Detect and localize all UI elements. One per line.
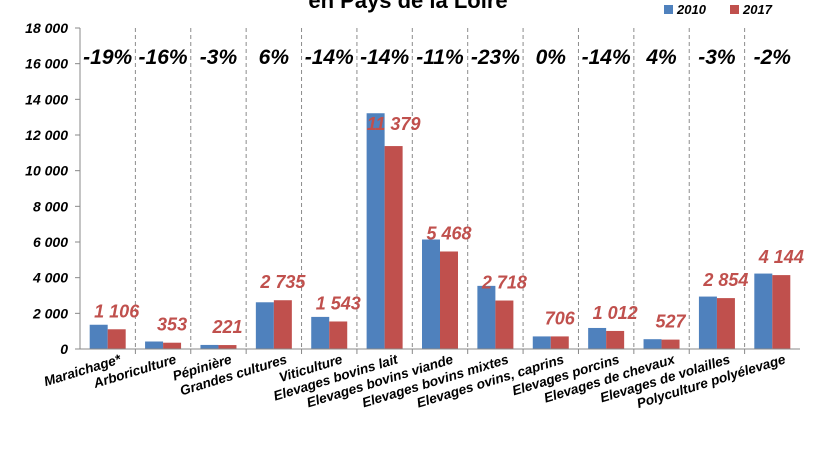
bar-2017 <box>163 343 181 349</box>
bar-2017 <box>606 331 624 349</box>
y-tick-label: 10 000 <box>25 163 68 179</box>
bar-2017 <box>662 340 680 349</box>
data-label-2017: 2 854 <box>702 270 748 290</box>
data-label-2017: 1 012 <box>593 303 638 323</box>
change-label: -23% <box>471 46 520 69</box>
bar-2010 <box>200 345 218 349</box>
change-label: -11% <box>416 46 464 69</box>
bar-2010 <box>699 297 717 349</box>
bar-2017 <box>717 298 735 349</box>
data-label-2017: 11 379 <box>367 114 421 134</box>
data-label-2017: 706 <box>545 308 576 328</box>
bar-2017 <box>440 251 458 349</box>
change-label: -3% <box>200 46 238 69</box>
bar-2017 <box>108 329 126 349</box>
data-label-2017: 2 735 <box>259 272 306 292</box>
y-tick-label: 0 <box>60 341 68 357</box>
y-axis: 0 2 000 4 000 6 000 8 000 10 000 12 000 14 000 1… <box>25 20 80 357</box>
change-label: 4% <box>645 46 677 69</box>
legend-label-2017: 2017 <box>742 2 773 17</box>
bar-2017 <box>495 301 513 349</box>
data-label-2017: 221 <box>211 317 242 337</box>
data-label-2017: 1 543 <box>316 293 361 313</box>
change-label: -14% <box>582 46 631 69</box>
y-tick-label: 4 000 <box>32 270 68 286</box>
bar-2010 <box>311 317 329 349</box>
data-label-2017: 2 718 <box>481 273 527 293</box>
legend-swatch-2017 <box>730 5 739 14</box>
bar-2017 <box>772 275 790 349</box>
bar-2010 <box>644 339 662 349</box>
change-label: -16% <box>139 46 188 69</box>
change-label: -3% <box>698 46 736 69</box>
bar-2010 <box>754 274 772 349</box>
y-tick-label: 12 000 <box>25 127 68 143</box>
chart-title: en Pays de la Loire <box>308 0 507 13</box>
change-label: 6% <box>259 46 290 69</box>
change-label: -2% <box>754 46 792 69</box>
data-label-2017: 1 106 <box>94 301 140 321</box>
bar-2010 <box>256 302 274 349</box>
bar-2010 <box>90 325 108 349</box>
legend: 2010 2017 <box>664 2 773 17</box>
legend-label-2010: 2010 <box>676 2 707 17</box>
bar-2010 <box>367 113 385 349</box>
bar-2017 <box>274 300 292 349</box>
bar-2017 <box>385 146 403 349</box>
change-label: -19% <box>83 46 132 69</box>
y-tick-label: 8 000 <box>33 198 68 214</box>
change-label: -14% <box>305 46 354 69</box>
bar-2010 <box>533 336 551 349</box>
x-axis: Maraichage*ArboriculturePépinièreGrandes… <box>42 349 800 411</box>
bar-2010 <box>477 286 495 349</box>
bar-2017 <box>218 345 236 349</box>
y-tick-label: 14 000 <box>25 91 68 107</box>
legend-swatch-2010 <box>664 5 673 14</box>
bar-2017 <box>329 321 347 349</box>
bar-2010 <box>422 240 440 349</box>
y-tick-label: 6 000 <box>33 234 68 250</box>
data-label-2017: 353 <box>157 315 187 335</box>
y-tick-label: 18 000 <box>25 20 68 36</box>
data-label-2017: 527 <box>656 312 687 332</box>
y-tick-label: 2 000 <box>32 305 68 321</box>
change-labels: -19% -16% -3% 6% -14% -14% -11% -23% 0% -14% 4% -3%… <box>83 46 791 69</box>
y-tick-label: 16 000 <box>25 56 68 72</box>
bar-2010 <box>145 342 163 349</box>
bar-2010 <box>588 328 606 349</box>
bar-2017 <box>551 336 569 349</box>
data-label-2017: 5 468 <box>426 223 471 243</box>
change-label: 0% <box>536 46 567 69</box>
change-label: -14% <box>360 46 409 69</box>
data-label-2017: 4 144 <box>758 247 804 267</box>
